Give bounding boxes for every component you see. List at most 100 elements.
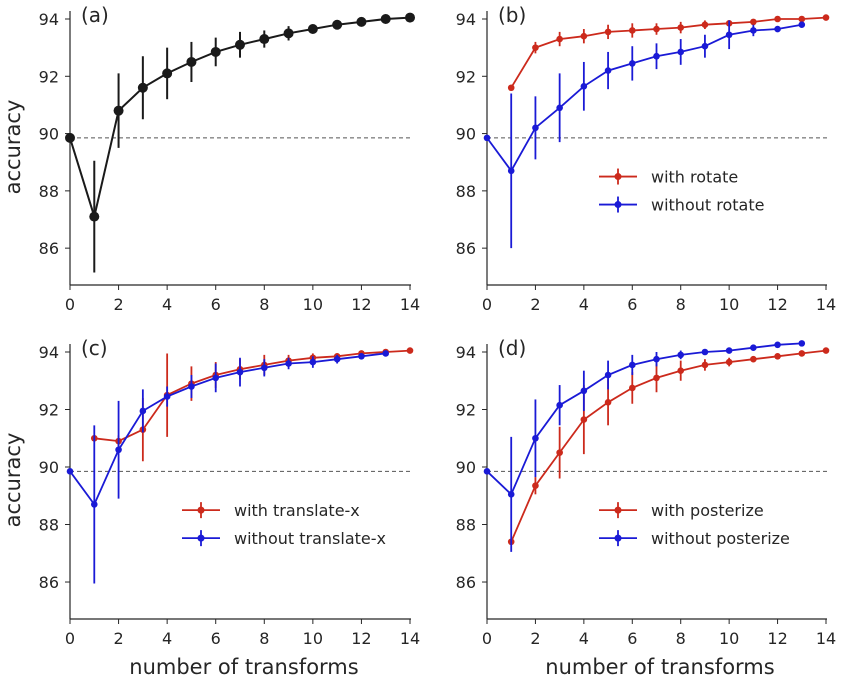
legend-marker: [614, 534, 622, 542]
y-tick-label: 94: [39, 343, 59, 362]
data-point: [556, 401, 563, 409]
data-point: [701, 361, 709, 369]
x-axis-title-left: number of transforms: [129, 655, 358, 679]
data-point: [677, 351, 685, 359]
data-point: [358, 353, 365, 360]
y-tick-label: 88: [39, 182, 59, 201]
data-point: [90, 501, 98, 508]
x-tick-label: 4: [162, 629, 172, 648]
data-point: [798, 340, 806, 347]
data-point: [556, 104, 563, 112]
x-tick-label: 0: [482, 629, 492, 648]
series-1: [507, 14, 830, 92]
data-point: [774, 353, 781, 360]
legend-label: without translate-x: [234, 529, 386, 548]
data-point: [66, 468, 74, 475]
data-point: [89, 211, 100, 222]
panel-label: (a): [81, 3, 109, 27]
x-tick-label: 4: [579, 629, 589, 648]
legend-label: with translate-x: [234, 501, 360, 520]
series-2: [66, 350, 390, 584]
data-point: [701, 42, 709, 50]
data-point: [186, 56, 197, 67]
x-tick-label: 8: [259, 295, 269, 314]
data-point: [653, 374, 660, 382]
x-tick-label: 14: [400, 295, 420, 314]
chart-panel-1: 86 88 90 92 94 0 2 4 6 8 10 12 14 (a): [39, 3, 421, 314]
legend-label: with posterize: [651, 501, 764, 520]
panel-label: (c): [81, 336, 108, 360]
y-axis-title-bottom: accuracy: [1, 433, 25, 528]
y-tick-label: 92: [456, 401, 476, 420]
chart-panel-2: 86 88 90 92 94 0 2 4 6 8 10 12 14 (b) with rotate witho…: [456, 3, 837, 314]
data-point: [356, 16, 367, 27]
x-tick-label: 14: [816, 295, 836, 314]
y-tick-label: 90: [39, 458, 59, 477]
series-line: [94, 349, 411, 443]
series-2: [483, 20, 806, 249]
data-point: [210, 46, 221, 57]
y-tick-label: 90: [39, 125, 59, 144]
legend-marker: [197, 534, 205, 542]
data-point: [405, 12, 415, 23]
data-point: [750, 344, 757, 351]
data-point: [580, 83, 588, 90]
y-tick-label: 94: [456, 343, 476, 362]
x-tick-label: 8: [676, 295, 686, 314]
data-point: [483, 468, 491, 475]
x-tick-label: 10: [719, 295, 739, 314]
data-point: [507, 84, 515, 92]
x-tick-label: 8: [259, 629, 269, 648]
data-point: [139, 407, 147, 415]
x-tick-label: 14: [816, 629, 836, 648]
x-tick-label: 6: [211, 295, 221, 314]
data-point: [750, 18, 757, 26]
x-tick-label: 2: [530, 295, 540, 314]
data-point: [65, 132, 75, 143]
series-line: [510, 349, 827, 543]
data-point: [260, 364, 268, 372]
data-point: [798, 15, 806, 23]
y-tick-label: 86: [456, 573, 476, 592]
legend-marker: [614, 506, 622, 514]
data-point: [188, 383, 195, 390]
data-point: [822, 347, 830, 354]
data-point: [382, 350, 390, 357]
data-point: [677, 367, 685, 374]
data-point: [677, 48, 685, 56]
data-point: [380, 14, 391, 24]
series-1: [65, 12, 415, 273]
legend: with posterize without posterize: [599, 501, 790, 548]
data-point: [774, 15, 781, 23]
panel-label: (d): [498, 336, 526, 360]
data-point: [113, 105, 124, 116]
y-tick-label: 92: [456, 67, 476, 86]
data-point: [725, 31, 733, 39]
data-point: [259, 34, 270, 45]
x-tick-label: 8: [676, 629, 686, 648]
data-point: [580, 32, 588, 40]
series-line: [510, 16, 827, 89]
data-point: [628, 384, 636, 392]
legend-marker: [197, 506, 205, 514]
data-point: [701, 348, 709, 356]
data-point: [115, 446, 122, 454]
data-point: [750, 355, 757, 363]
data-point: [628, 27, 636, 34]
x-tick-label: 14: [400, 629, 420, 648]
x-tick-label: 0: [65, 629, 75, 648]
data-point: [798, 350, 806, 357]
data-point: [556, 35, 563, 43]
series-1: [90, 347, 414, 462]
data-point: [235, 39, 245, 50]
x-tick-label: 10: [303, 629, 323, 648]
x-tick-label: 4: [579, 295, 589, 314]
data-point: [212, 374, 220, 382]
data-point: [822, 14, 830, 21]
data-point: [333, 355, 341, 363]
legend: with translate-x without translate-x: [182, 501, 386, 548]
y-tick-label: 90: [456, 458, 476, 477]
data-point: [532, 44, 539, 51]
series-1: [507, 347, 830, 546]
